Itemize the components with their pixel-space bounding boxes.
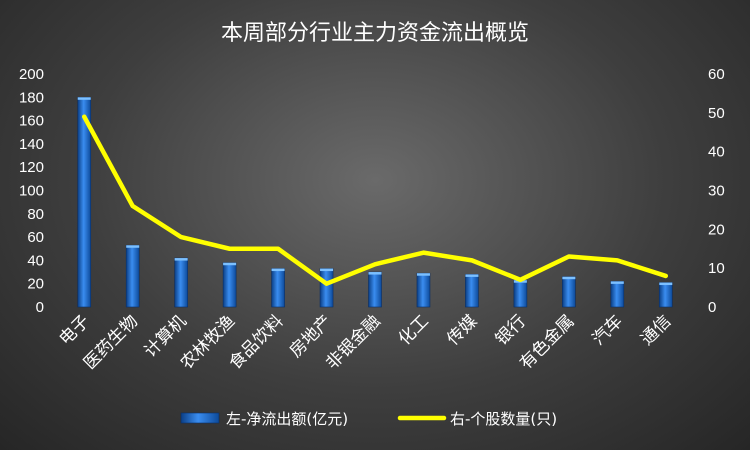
category-label: 有色金属 [516, 311, 578, 373]
right-tick-label: 0 [708, 299, 716, 316]
left-tick-label: 60 [27, 229, 44, 246]
right-tick-label: 40 [708, 144, 725, 161]
right-tick-label: 10 [708, 260, 725, 277]
bar-cap [77, 97, 91, 100]
right-tick-label: 50 [708, 105, 725, 122]
left-tick-label: 200 [19, 66, 44, 83]
left-tick-label: 120 [19, 159, 44, 176]
bar-series [77, 97, 673, 308]
bar [416, 272, 431, 308]
bar [174, 257, 188, 308]
category-label: 食品饮料 [225, 311, 287, 373]
legend-bar-label: 左-净流出额(亿元) [226, 410, 348, 428]
bar [513, 279, 528, 308]
bar-cap [174, 258, 188, 261]
bar-cap [368, 272, 382, 275]
category-label: 医药生物 [80, 311, 142, 373]
category-label: 银行 [492, 311, 530, 349]
right-axis: 0 10 20 30 40 50 60 [708, 66, 725, 316]
category-label: 汽车 [589, 311, 627, 349]
left-tick-label: 20 [27, 276, 44, 293]
legend-line-label: 右-个股数量(只) [450, 410, 557, 428]
bar [658, 282, 673, 308]
line-series [81, 114, 669, 286]
bar-cap [562, 276, 576, 280]
bar [610, 281, 625, 308]
bar [319, 268, 334, 308]
left-axis: 0 20 40 60 80 100 120 140 160 180 200 [19, 66, 44, 316]
right-tick-label: 20 [708, 221, 725, 238]
category-label: 传媒 [443, 311, 481, 349]
bar-cap [659, 282, 673, 286]
left-tick-label: 100 [19, 183, 44, 200]
right-tick-label: 30 [708, 183, 725, 200]
left-tick-label: 80 [27, 206, 44, 223]
bar [562, 276, 576, 308]
category-label: 电子 [56, 311, 94, 349]
category-label: 非银金融 [322, 311, 384, 373]
bar-cap [610, 281, 624, 284]
chart-title: 本周部分行业主力资金流出概览 [221, 21, 529, 46]
line-path [81, 114, 669, 286]
category-label: 通信 [637, 311, 675, 349]
left-tick-label: 180 [19, 89, 44, 106]
right-tick-label: 60 [708, 66, 725, 83]
bar [465, 274, 479, 308]
bar-cap [320, 268, 334, 272]
bar-cap [126, 245, 140, 248]
left-tick-label: 160 [19, 113, 44, 130]
bar-cap [223, 262, 237, 266]
bar-cap [416, 273, 430, 276]
bar [222, 262, 237, 308]
legend-bar-swatch [180, 412, 220, 424]
bar-cap [465, 274, 479, 277]
left-tick-label: 40 [27, 252, 44, 269]
bar [271, 268, 285, 308]
bar-cap [271, 268, 285, 272]
left-tick-label: 140 [19, 136, 44, 153]
bar [125, 244, 140, 308]
bar [368, 271, 382, 308]
legend: 左-净流出额(亿元) 右-个股数量(只) [180, 410, 557, 428]
category-label: 化工 [395, 311, 433, 349]
left-tick-label: 0 [36, 299, 44, 316]
